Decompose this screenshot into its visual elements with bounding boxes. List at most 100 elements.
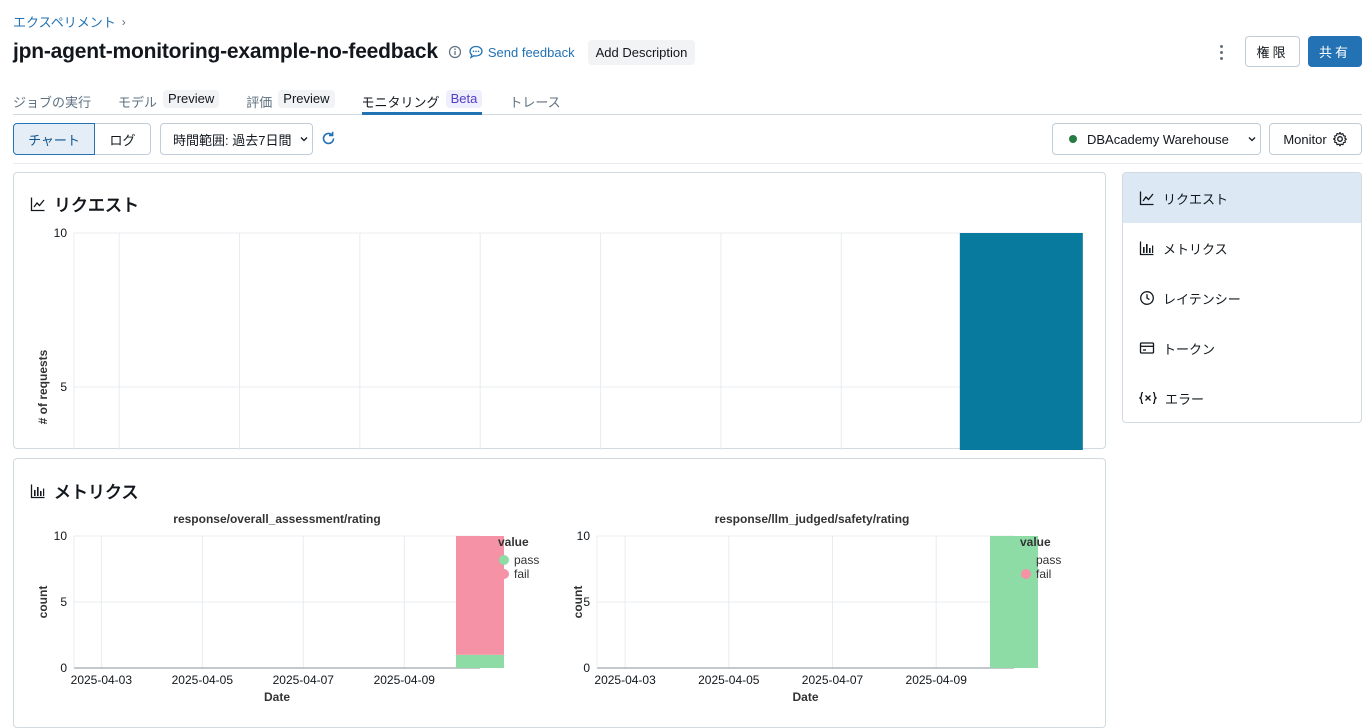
permissions-button[interactable]: 権限: [1245, 36, 1300, 67]
breadcrumb: エクスペリメント ›: [13, 12, 126, 31]
legend-swatch: [1021, 569, 1031, 579]
requests-card: リクエスト 05102025-04-032025-04-042025-04-05…: [13, 172, 1106, 450]
tab-label: モデル: [118, 95, 158, 110]
bar: [959, 233, 1083, 450]
legend-swatch: [499, 569, 509, 579]
nav-item-label: エラー: [1165, 391, 1205, 407]
monitor-label: Monitor: [1283, 131, 1327, 147]
y-tick-label: 10: [54, 226, 68, 240]
add-description-button[interactable]: Add Description: [587, 39, 696, 65]
requests-chart: 05102025-04-032025-04-042025-04-052025-0…: [36, 226, 1083, 450]
nav-item-label: トークン: [1163, 341, 1216, 357]
page-title: jpn-agent-monitoring-example-no-feedback: [13, 40, 438, 63]
nav-item-label: レイテンシー: [1163, 291, 1241, 307]
tab-label: ジョブの実行: [13, 95, 92, 110]
legend-title: value: [498, 535, 529, 549]
info-icon[interactable]: [448, 45, 462, 59]
send-feedback-label: Send feedback: [487, 44, 575, 60]
legend-label: fail: [514, 567, 529, 581]
title-row: jpn-agent-monitoring-example-no-feedback…: [13, 37, 696, 67]
log-view-button[interactable]: ログ: [95, 123, 151, 155]
chevron-right-icon: ›: [121, 14, 126, 29]
view-toggle: チャート ログ: [13, 123, 151, 155]
tab-traces[interactable]: トレース: [509, 84, 560, 115]
y-axis-title: count: [36, 586, 50, 619]
preview-badge: Preview: [278, 90, 335, 108]
nav-item-tokens[interactable]: トークン: [1123, 323, 1361, 373]
legend-label: fail: [1036, 567, 1051, 581]
time-range-label: 時間範囲: 過去7日間: [173, 132, 292, 148]
metrics-section-title: メトリクス: [30, 478, 139, 503]
line-chart-icon: [1139, 191, 1154, 206]
safety-rating-chart: 0 5 10 2025-04-03 2025-04-05 2025-04-07 2025-0…: [571, 512, 1061, 704]
tab-bar: ジョブの実行 モデル Preview 評価 Preview モニタリング Bet…: [13, 84, 1362, 115]
kebab-menu-icon[interactable]: [1212, 40, 1230, 64]
metrics-title-label: メトリクス: [54, 483, 139, 502]
nav-item-requests[interactable]: リクエスト: [1123, 173, 1361, 223]
x-tick-label: 2025-04-05: [172, 673, 234, 687]
tab-models[interactable]: モデル Preview: [118, 84, 220, 115]
gear-icon: [1332, 131, 1347, 147]
bar-segment-pass: [990, 536, 1038, 668]
x-tick-label: 2025-04-09: [906, 673, 968, 687]
card-icon: [1139, 342, 1155, 354]
x-tick-label: 2025-04-07: [273, 673, 335, 687]
x-tick-label: 2025-04-07: [802, 673, 864, 687]
variable-icon: [1139, 391, 1157, 405]
y-tick-label: 5: [60, 595, 67, 609]
metrics-card: メトリクス 0 5 10 2025-04-03 2025-04-05 2025-04-07…: [13, 458, 1106, 728]
chart-title: response/llm_judged/safety/rating: [715, 512, 910, 526]
y-tick-label: 5: [583, 595, 590, 609]
nav-item-errors[interactable]: エラー: [1123, 373, 1361, 422]
nav-item-metrics[interactable]: メトリクス: [1123, 223, 1361, 273]
y-tick-label: 5: [60, 380, 67, 394]
y-tick-label: 10: [577, 529, 591, 543]
legend-label: pass: [514, 553, 539, 567]
x-tick-label: 2025-04-03: [71, 673, 133, 687]
legend-swatch: [1021, 555, 1031, 565]
x-axis-title: Date: [792, 690, 818, 704]
warehouse-label: DBAcademy Warehouse: [1087, 131, 1229, 147]
bar-segment-pass: [456, 654, 504, 668]
tab-monitoring[interactable]: モニタリング Beta: [361, 84, 483, 115]
nav-item-label: メトリクス: [1163, 241, 1228, 257]
beta-badge: Beta: [445, 90, 483, 108]
monitor-button[interactable]: Monitor: [1269, 123, 1362, 155]
speech-bubble-icon: [469, 45, 483, 59]
warehouse-select[interactable]: DBAcademy Warehouse: [1052, 123, 1261, 155]
y-tick-label: 10: [54, 529, 68, 543]
bar-segment-fail: [456, 536, 504, 655]
requests-title-label: リクエスト: [54, 196, 139, 215]
legend-title: value: [1020, 535, 1051, 549]
refresh-icon[interactable]: [320, 130, 337, 147]
tab-runs[interactable]: ジョブの実行: [13, 84, 91, 115]
y-axis-title: count: [571, 586, 585, 619]
breadcrumb-experiments-link[interactable]: エクスペリメント: [13, 15, 116, 30]
bar-chart-icon: [30, 484, 45, 498]
tab-label: 評価: [246, 95, 273, 110]
y-tick-label: 0: [583, 661, 590, 675]
legend-label: pass: [1036, 553, 1061, 567]
x-tick-label: 2025-04-05: [698, 673, 760, 687]
x-tick-label: 2025-04-03: [594, 673, 656, 687]
chevron-down-icon: [1248, 137, 1256, 142]
line-chart-icon: [30, 197, 45, 211]
chart-title: response/overall_assessment/rating: [173, 512, 380, 526]
tab-label: モニタリング: [361, 95, 440, 110]
tab-label: トレース: [509, 95, 561, 110]
x-axis-title: Date: [264, 690, 290, 704]
tab-evaluation[interactable]: 評価 Preview: [246, 84, 335, 115]
y-tick-label: 0: [60, 661, 67, 675]
overall-assessment-chart: 0 5 10 2025-04-03 2025-04-05 2025-04-07 2025-0…: [36, 512, 539, 704]
preview-badge: Preview: [163, 90, 220, 108]
send-feedback-link[interactable]: Send feedback: [468, 44, 575, 60]
clock-icon: [1140, 291, 1154, 305]
toolbar-divider: [13, 163, 1362, 164]
status-dot-icon: [1069, 135, 1077, 143]
share-button[interactable]: 共有: [1308, 36, 1362, 67]
time-range-select[interactable]: 時間範囲: 過去7日間: [160, 123, 313, 155]
y-axis-title: # of requests: [36, 349, 50, 424]
nav-item-latency[interactable]: レイテンシー: [1123, 273, 1361, 323]
chart-view-button[interactable]: チャート: [13, 123, 95, 155]
nav-item-label: リクエスト: [1163, 191, 1229, 207]
